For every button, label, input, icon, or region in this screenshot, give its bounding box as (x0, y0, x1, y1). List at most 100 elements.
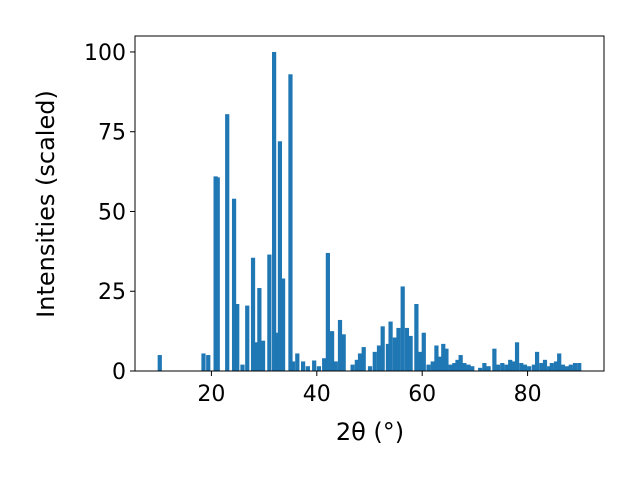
bar (240, 364, 245, 371)
bar (388, 321, 393, 371)
bar (260, 340, 266, 371)
bar (452, 363, 457, 371)
bar (466, 364, 471, 371)
bar (201, 353, 206, 371)
bar (322, 358, 327, 371)
bar (560, 364, 566, 371)
bar (437, 356, 442, 371)
bar (434, 345, 439, 371)
bar (458, 355, 463, 371)
bar (500, 363, 505, 371)
bar (418, 351, 423, 371)
bar (272, 51, 277, 371)
bar (495, 364, 501, 371)
bar (549, 363, 554, 371)
y-tick-label: 100 (84, 41, 126, 66)
bar (414, 304, 419, 371)
bar (577, 363, 582, 371)
y-axis-label: Intensities (scaled) (32, 90, 60, 318)
bar (215, 177, 220, 371)
bar (522, 364, 528, 371)
bar (231, 198, 237, 371)
bar (376, 345, 382, 371)
bar (274, 332, 279, 371)
bar (157, 355, 162, 371)
bar (539, 363, 544, 371)
bar (316, 366, 322, 371)
y-tick-label: 0 (112, 360, 126, 385)
bar (357, 353, 363, 371)
bar (341, 334, 346, 371)
bar (312, 360, 317, 371)
y-tick-label: 25 (98, 280, 126, 305)
bar (305, 366, 310, 371)
bar (329, 331, 335, 371)
bar (245, 305, 250, 371)
bar (392, 337, 397, 371)
bar (396, 327, 401, 371)
bar (553, 361, 559, 371)
bar (408, 335, 413, 371)
plot-frame (134, 35, 605, 372)
bar (325, 252, 330, 371)
bar (354, 359, 359, 371)
x-axis-label: 2θ (°) (336, 418, 404, 446)
bar (361, 347, 366, 371)
bar (350, 364, 355, 371)
bar (514, 342, 520, 371)
bar (288, 74, 293, 372)
x-tick-label: 20 (197, 382, 225, 407)
bar (257, 288, 262, 371)
bar (254, 342, 259, 371)
bar (470, 366, 475, 371)
bar (531, 364, 537, 371)
bar (337, 319, 343, 371)
bar (527, 366, 532, 371)
bar (404, 327, 410, 371)
bar (462, 363, 467, 371)
bar (250, 257, 256, 371)
bar (367, 366, 373, 371)
bar (455, 359, 460, 371)
bar (441, 343, 446, 371)
bar (206, 355, 211, 371)
bar (280, 278, 286, 371)
bar (534, 351, 540, 371)
x-tick-label: 60 (408, 382, 436, 407)
bar (568, 364, 573, 371)
bar (426, 364, 431, 371)
bar (508, 359, 513, 371)
bar (444, 348, 449, 371)
bar (421, 332, 426, 371)
bar (504, 364, 509, 371)
y-tick-label: 75 (98, 121, 126, 146)
bar (235, 304, 240, 371)
bar (511, 361, 516, 371)
bar (557, 353, 562, 371)
x-tick-label: 80 (514, 382, 542, 407)
bar (547, 366, 552, 371)
bar (333, 361, 338, 371)
bar (277, 141, 283, 371)
bar (430, 361, 435, 371)
bar (492, 348, 497, 371)
bar (542, 359, 548, 371)
x-tick-label: 40 (303, 382, 331, 407)
bar (225, 114, 230, 372)
bar (400, 286, 405, 371)
bar (372, 351, 377, 371)
bar (486, 366, 491, 371)
bar (380, 326, 385, 371)
bar (478, 367, 483, 371)
bar (385, 343, 391, 371)
bar (565, 366, 570, 371)
y-tick-label: 50 (98, 200, 126, 225)
bar (300, 361, 306, 371)
bar (290, 361, 296, 371)
bar (295, 353, 300, 371)
bar (519, 363, 524, 371)
bar (448, 364, 453, 371)
bar (267, 254, 272, 371)
bar (482, 363, 487, 371)
